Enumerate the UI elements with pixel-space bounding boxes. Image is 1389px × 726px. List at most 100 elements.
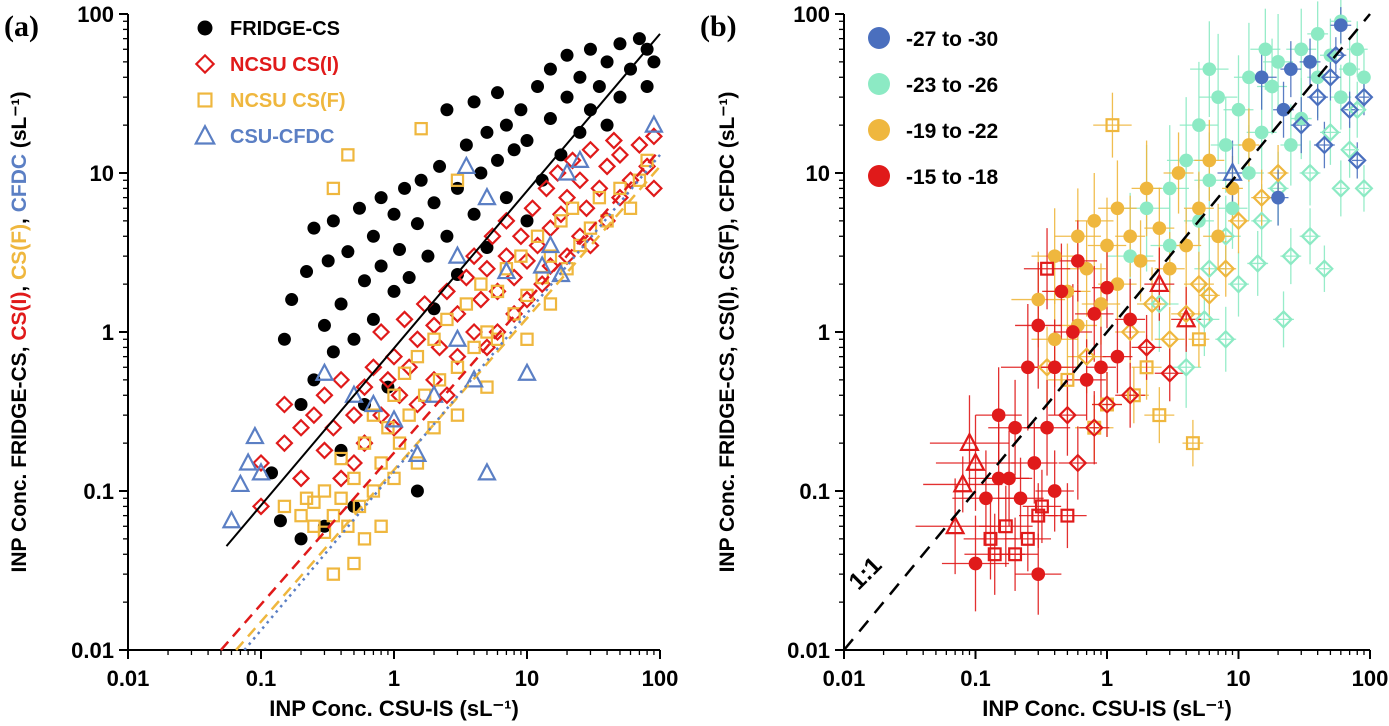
data-point <box>427 302 441 316</box>
data-point <box>390 386 409 405</box>
data-point <box>1271 55 1285 69</box>
data-point <box>410 484 424 498</box>
data-point <box>427 332 441 346</box>
x-axis-label: INP Conc. CSU-IS (sL⁻¹) <box>982 696 1232 721</box>
data-point <box>440 103 454 117</box>
data-point <box>514 103 528 117</box>
data-points <box>221 32 664 581</box>
data-point <box>590 179 609 198</box>
data-point <box>1079 261 1094 276</box>
data-point <box>968 556 983 571</box>
data-point <box>326 508 341 523</box>
data-point <box>347 332 361 346</box>
data-point <box>477 462 497 481</box>
data-point <box>1047 332 1062 347</box>
data-point <box>630 135 649 155</box>
data-point <box>326 567 341 581</box>
data-point <box>480 125 494 139</box>
line-fit-csi <box>220 148 661 651</box>
line-one-to-one <box>843 13 1371 651</box>
data-point <box>307 221 321 235</box>
x-tick-label: 100 <box>1352 666 1389 691</box>
data-point <box>979 491 993 506</box>
data-point <box>991 408 1006 422</box>
data-point <box>402 271 416 285</box>
data-point <box>291 469 311 488</box>
data-point <box>497 211 516 230</box>
data-point <box>1171 166 1186 180</box>
data-point <box>1274 309 1293 329</box>
data-point <box>1008 420 1022 435</box>
data-point <box>372 406 391 425</box>
data-point <box>490 153 504 167</box>
data-point <box>321 254 335 268</box>
data-point <box>424 316 444 335</box>
data-point <box>467 207 481 221</box>
series-csu-cfdc <box>221 114 664 529</box>
data-point <box>344 406 364 425</box>
data-point <box>632 32 646 46</box>
data-point <box>592 190 607 205</box>
data-point <box>467 340 481 355</box>
data-point <box>959 431 980 452</box>
data-point <box>324 418 343 437</box>
data-point <box>317 525 332 539</box>
data-point <box>1202 153 1217 168</box>
y-axis-label: INP Conc. FRIDGE-CS, CS(I), CS(F), CFDC … <box>716 92 739 573</box>
data-point <box>490 86 504 100</box>
data-point <box>1139 181 1154 196</box>
data-point <box>1100 280 1114 295</box>
data-point <box>983 531 998 546</box>
data-point <box>387 207 401 221</box>
data-point <box>480 240 494 254</box>
data-point <box>1034 499 1049 514</box>
data-point <box>1031 567 1046 581</box>
data-point <box>193 123 217 145</box>
data-point <box>1027 456 1042 470</box>
data-point <box>987 547 1002 562</box>
y-tick-label: 1 <box>818 320 830 345</box>
panel-label: (b) <box>700 10 737 43</box>
x-tick-label: 1 <box>388 666 400 691</box>
data-point <box>623 201 638 215</box>
y-tick-label: 10 <box>90 161 114 186</box>
data-point <box>326 214 340 228</box>
data-point <box>1077 347 1097 367</box>
data-point <box>459 138 473 152</box>
data-point <box>1271 190 1285 205</box>
data-point <box>424 384 444 403</box>
legend-item: NCSU CS(F) <box>197 90 346 112</box>
data-points <box>944 14 1374 581</box>
data-point <box>332 370 351 389</box>
data-point <box>532 255 552 274</box>
data-point <box>1105 118 1120 133</box>
data-point <box>437 386 456 405</box>
data-point <box>450 173 465 187</box>
data-point <box>334 491 348 505</box>
legend-label: -23 to -26 <box>906 74 998 97</box>
axes: 0.01 0.01 0.1 0.1 1 1 10 10 100 100 INP Conc. CSU-… <box>8 2 678 721</box>
data-point <box>398 181 412 195</box>
panel-label: (a) <box>4 10 39 43</box>
data-point <box>1084 418 1104 438</box>
data-point <box>570 149 590 169</box>
data-point <box>1087 214 1102 228</box>
data-point <box>573 70 587 84</box>
data-point <box>1350 42 1365 57</box>
data-point <box>613 181 627 196</box>
y-tick-label: 0.01 <box>787 638 830 663</box>
data-point <box>1094 360 1108 375</box>
data-point <box>456 155 477 175</box>
data-point <box>1284 62 1298 76</box>
data-point <box>565 201 580 215</box>
data-point <box>1176 304 1196 324</box>
legend-label: CSU-CFDC <box>230 126 334 148</box>
data-point <box>1252 211 1272 231</box>
data-point <box>1334 90 1348 104</box>
data-point <box>332 469 351 488</box>
data-point <box>644 179 663 198</box>
y-tick-label: 100 <box>793 2 830 27</box>
data-point <box>402 408 416 422</box>
data-point <box>408 330 427 349</box>
data-point <box>326 181 341 196</box>
